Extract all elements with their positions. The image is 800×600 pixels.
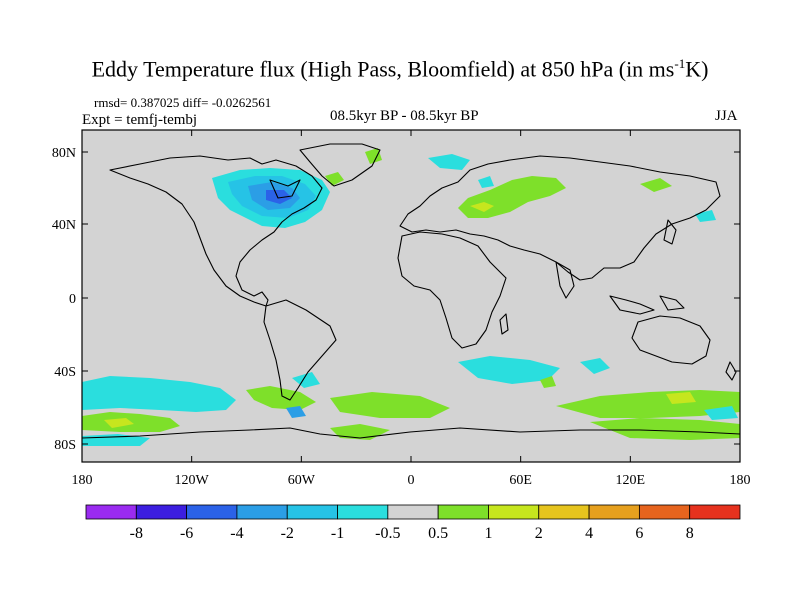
colorbar-swatch	[85, 504, 137, 520]
lat-tick-label: 80N	[52, 146, 76, 161]
lat-tick-label: 40S	[54, 365, 76, 380]
colorbar: -8 -6 -4 -2 -1 -0.5 0.5 1 2 4 6 8	[85, 504, 741, 542]
plot-title: Eddy Temperature flux (High Pass, Bloomf…	[91, 56, 709, 82]
colorbar-label: 2	[535, 525, 543, 542]
lon-tick-label: 180	[730, 473, 751, 488]
colorbar-label: -2	[281, 525, 294, 542]
colorbar-swatch	[135, 504, 188, 520]
colorbar-label: 1	[484, 525, 492, 542]
anomaly-south-pacific	[82, 376, 236, 412]
rmsd-diff-stats: rmsd= 0.387025 diff= -0.0262561	[94, 95, 272, 110]
colorbar-label: -4	[230, 525, 243, 542]
colorbar-swatch	[387, 504, 439, 520]
experiment-label: Expt = temfj-tembj	[82, 112, 198, 128]
colorbar-swatch	[337, 504, 389, 520]
lon-tick-label: 60E	[509, 473, 532, 488]
colorbar-label: -8	[130, 525, 143, 542]
colorbar-swatch	[186, 504, 238, 520]
lon-tick-label: 180	[72, 473, 93, 488]
coastlines	[82, 143, 740, 439]
lat-tick-label: 80S	[54, 438, 76, 453]
colorbar-label: -6	[180, 525, 193, 542]
colorbar-swatch	[488, 504, 540, 520]
lat-tick-label: 0	[69, 292, 76, 307]
colorbar-swatch	[689, 504, 741, 520]
lon-tick-label: 120W	[175, 473, 210, 488]
season-label: JJA	[715, 108, 738, 124]
colorbar-label: -1	[331, 525, 344, 542]
colorbar-swatch	[538, 504, 590, 520]
longitude-axis: 180 120W 60W 0 60E 120E 180	[72, 130, 751, 488]
lat-tick-label: 40N	[52, 218, 76, 233]
colorbar-swatch	[236, 504, 288, 520]
lon-tick-label: 0	[408, 473, 415, 488]
period-subtitle: 08.5kyr BP - 08.5kyr BP	[330, 108, 479, 124]
colorbar-label: 0.5	[428, 525, 448, 542]
colorbar-swatch	[638, 504, 691, 520]
colorbar-swatch	[437, 504, 489, 520]
colorbar-swatch	[588, 504, 640, 520]
colorbar-swatch	[286, 504, 338, 520]
anomaly-fills	[82, 148, 740, 446]
colorbar-label: 4	[585, 525, 593, 542]
lon-tick-label: 120E	[616, 473, 646, 488]
latitude-axis: 80N 40N 0 40S 80S	[52, 146, 740, 453]
lon-tick-label: 60W	[288, 473, 316, 488]
colorbar-label: -0.5	[375, 525, 400, 542]
colorbar-label: 6	[635, 525, 643, 542]
colorbar-label: 8	[686, 525, 694, 542]
